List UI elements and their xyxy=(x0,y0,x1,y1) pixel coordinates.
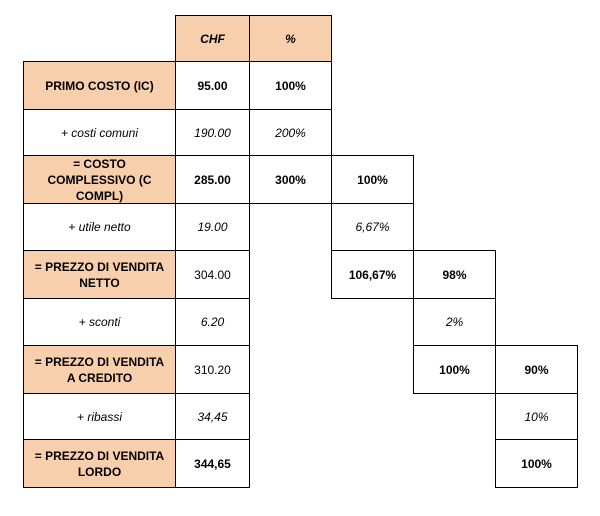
row-pct3-sconti: 2% xyxy=(413,298,496,346)
row-pct1-primo-costo: 100% xyxy=(249,61,332,110)
header-percent: % xyxy=(249,15,332,62)
row-label-prezzo-credito: = PREZZO DI VENDITA A CREDITO xyxy=(23,345,176,394)
row-pct3-prezzo-netto: 98% xyxy=(413,250,496,299)
row-chf-prezzo-credito: 310.20 xyxy=(175,345,250,394)
row-pct2-prezzo-netto: 106,67% xyxy=(331,250,414,299)
row-pct3-prezzo-credito: 100% xyxy=(413,345,496,394)
row-chf-sconti: 6.20 xyxy=(175,298,250,346)
header-chf: CHF xyxy=(175,15,250,62)
row-chf-ribassi: 34,45 xyxy=(175,393,250,440)
row-label-sconti: + sconti xyxy=(23,298,176,346)
row-chf-prezzo-netto: 304.00 xyxy=(175,250,250,299)
row-label-utile-netto: + utile netto xyxy=(23,203,176,251)
row-pct1-costo-complessivo: 300% xyxy=(249,155,332,204)
row-pct4-prezzo-lordo: 100% xyxy=(495,439,578,488)
row-label-ribassi: + ribassi xyxy=(23,393,176,440)
row-pct4-ribassi: 10% xyxy=(495,393,578,440)
row-chf-utile-netto: 19.00 xyxy=(175,203,250,251)
row-chf-costi-comuni: 190.00 xyxy=(175,109,250,156)
row-chf-prezzo-lordo: 344,65 xyxy=(175,439,250,488)
row-pct2-utile-netto: 6,67% xyxy=(331,203,414,251)
row-label-prezzo-lordo: = PREZZO DI VENDITA LORDO xyxy=(23,439,176,488)
row-pct4-prezzo-credito: 90% xyxy=(495,345,578,394)
row-label-primo-costo: PRIMO COSTO (IC) xyxy=(23,61,176,110)
row-chf-primo-costo: 95.00 xyxy=(175,61,250,110)
row-pct2-costo-complessivo: 100% xyxy=(331,155,414,204)
row-label-costo-complessivo: = COSTO COMPLESSIVO (C COMPL) xyxy=(23,155,176,204)
row-chf-costo-complessivo: 285.00 xyxy=(175,155,250,204)
row-pct1-costi-comuni: 200% xyxy=(249,109,332,156)
row-label-costi-comuni: + costi comuni xyxy=(23,109,176,156)
row-label-prezzo-netto: = PREZZO DI VENDITA NETTO xyxy=(23,250,176,299)
